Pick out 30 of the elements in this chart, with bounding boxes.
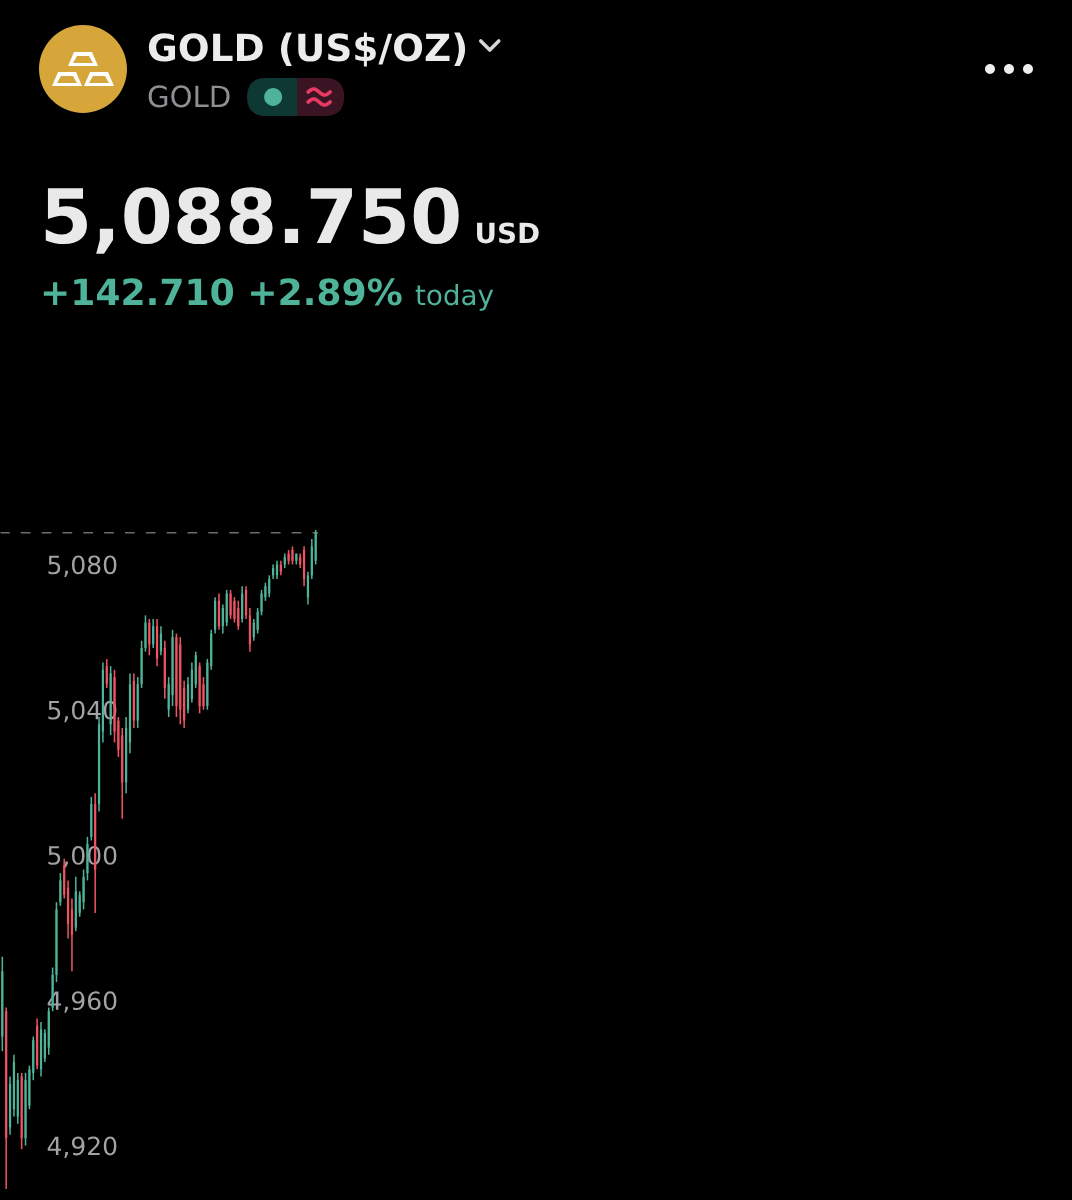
candlestick (171, 629, 174, 707)
text: 5,088.750 (45, 187, 459, 254)
candlestick (229, 589, 232, 620)
candlestick (82, 868, 85, 911)
candlestick (140, 639, 143, 689)
candlestick (159, 625, 163, 657)
chart-subtitle: GOLD (148, 85, 230, 108)
candlestick (198, 661, 201, 715)
candlestick (24, 1072, 27, 1147)
candlestick (90, 796, 93, 842)
text: +142.710 +2.89% (43, 278, 402, 306)
candlestick (55, 901, 58, 983)
text: USD (477, 222, 539, 244)
candlestick (306, 570, 310, 606)
candlestick (268, 574, 271, 598)
y-tick-label: 5,080 (48, 555, 117, 577)
candlestick (1, 955, 4, 1052)
candlestick (275, 560, 279, 580)
candlestick (136, 676, 139, 729)
candlestick (144, 614, 147, 653)
candlestick (233, 596, 236, 624)
chart-title: GOLD (US$/OZ) (148, 32, 466, 67)
text: today (415, 283, 494, 311)
candlestick (59, 872, 62, 907)
y-tick-label: 4,920 (47, 1136, 117, 1158)
candlestick (175, 632, 178, 718)
candlestick (260, 589, 263, 617)
candlestick (179, 636, 182, 726)
candlestick (287, 549, 290, 566)
candlestick (291, 545, 294, 566)
